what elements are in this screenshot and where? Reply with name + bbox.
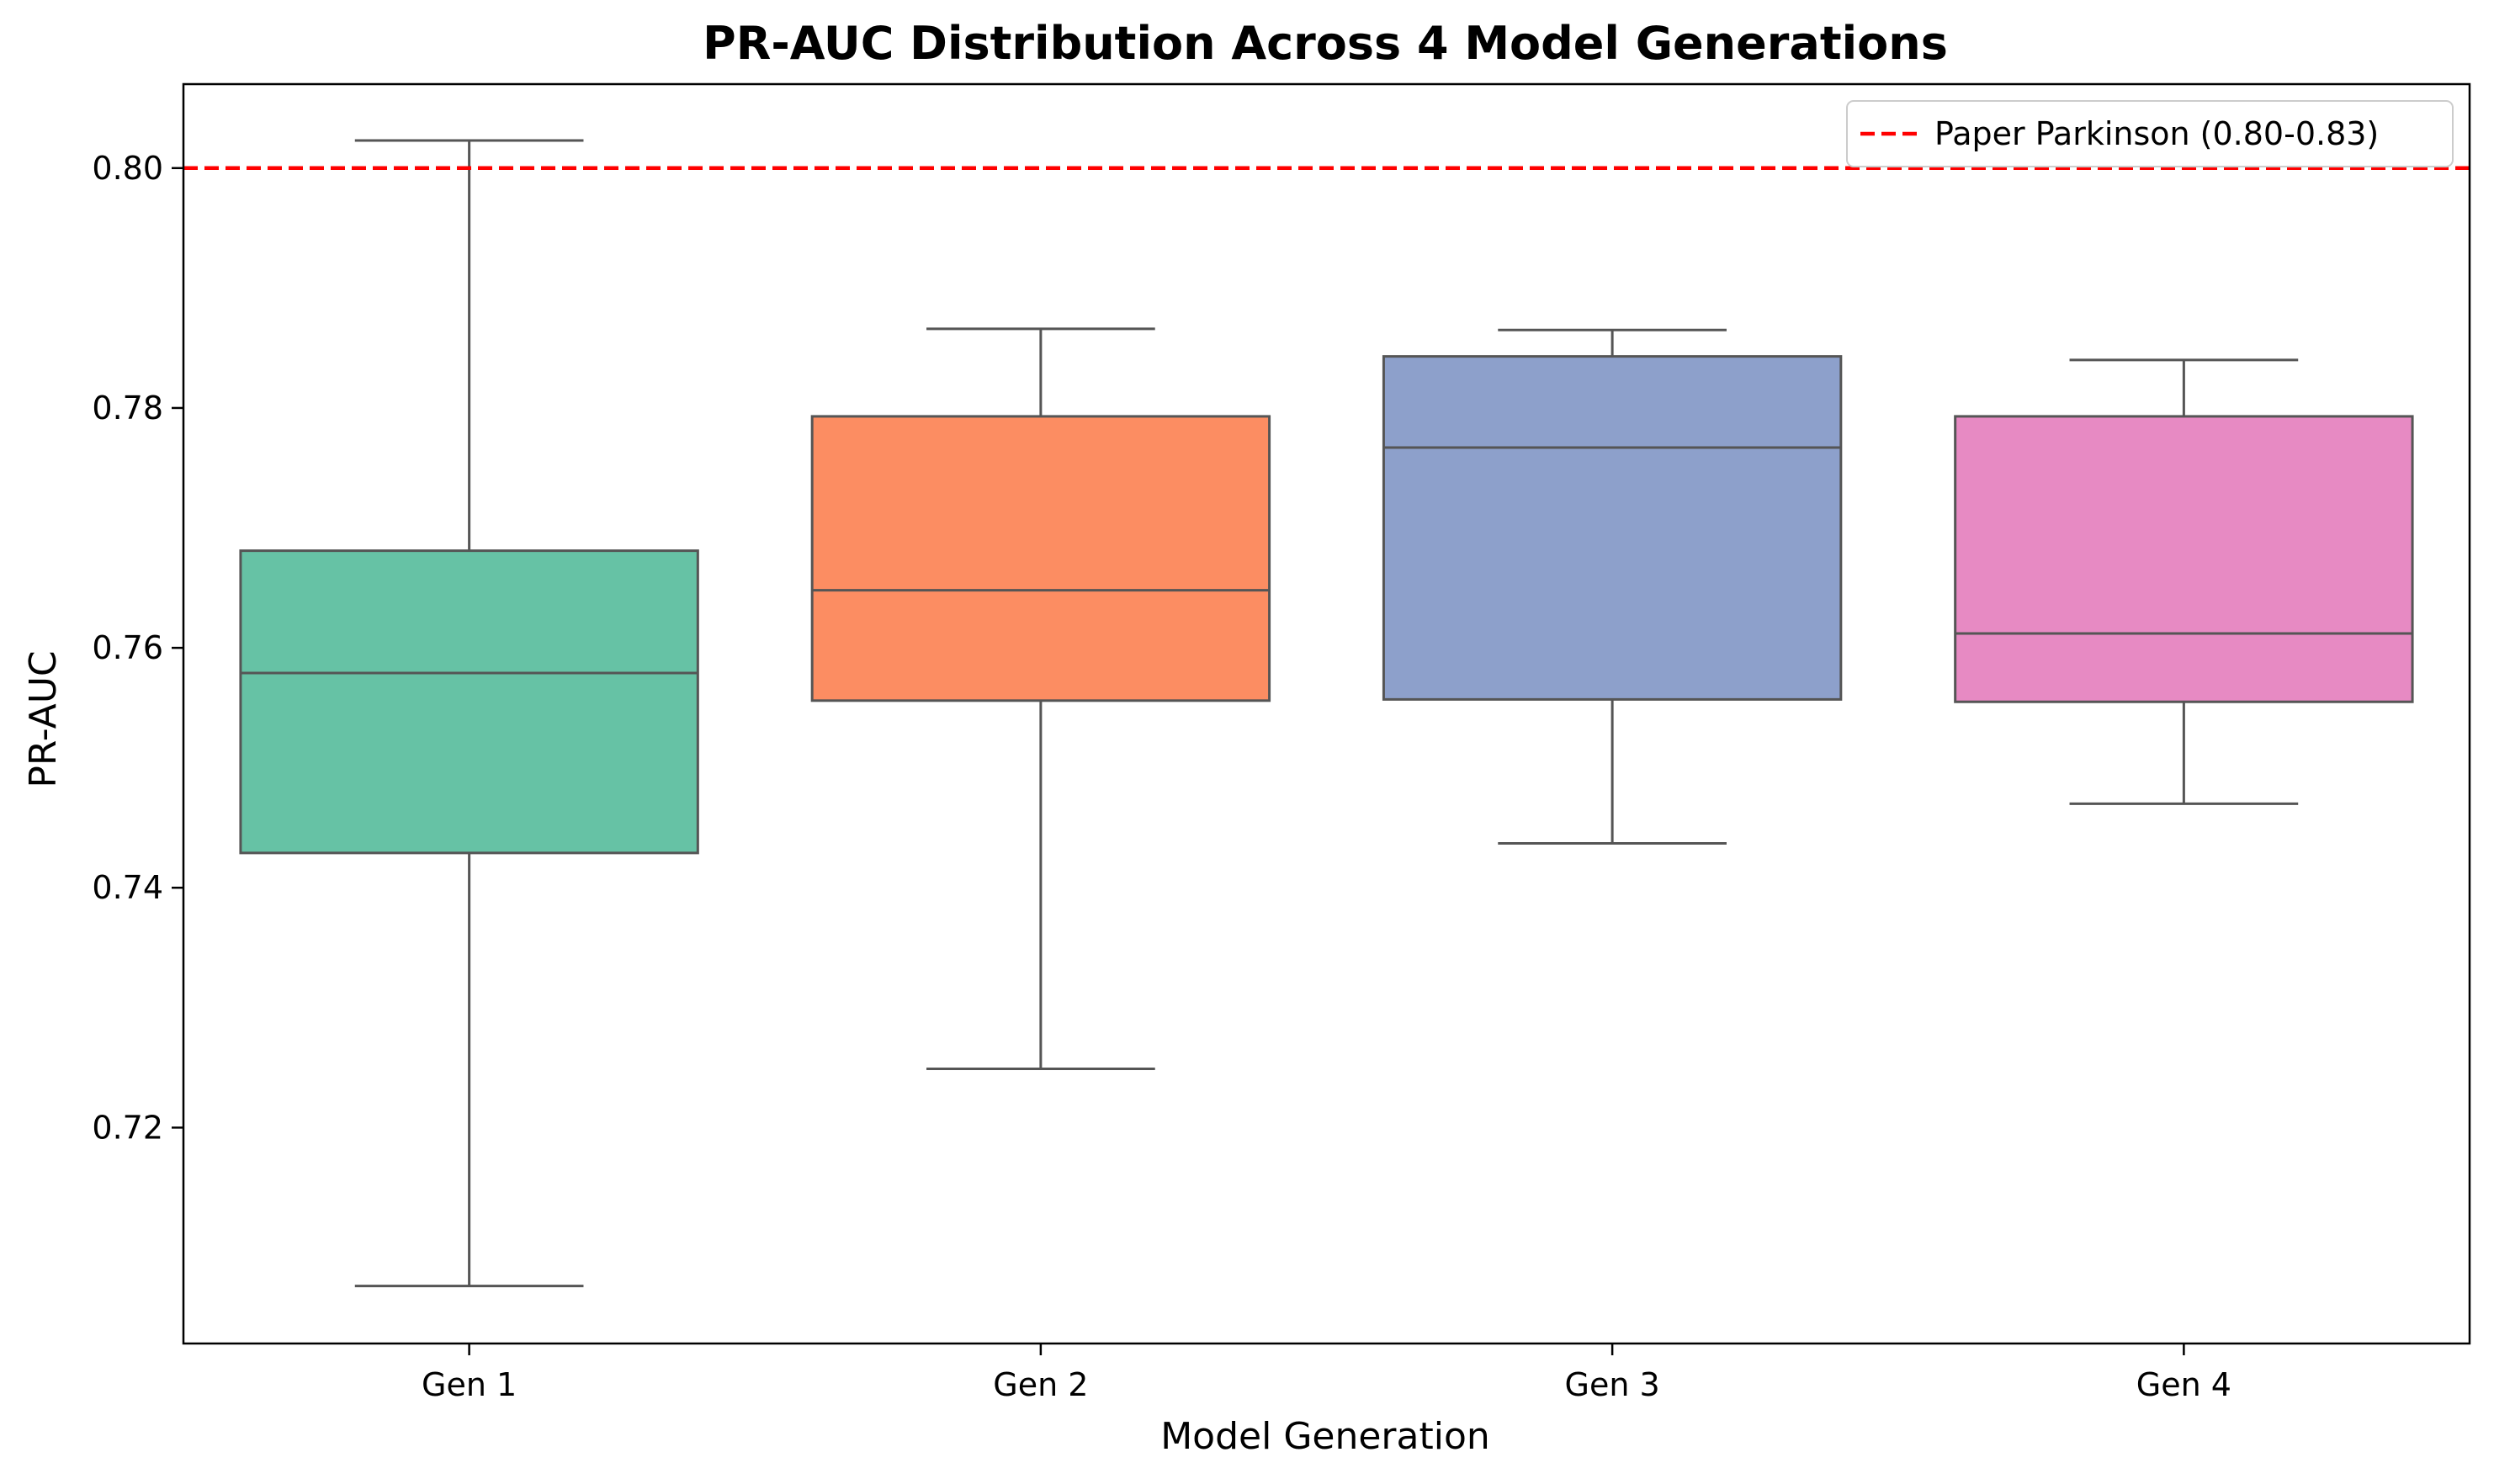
box-gen-2 bbox=[810, 327, 1271, 1071]
iqr-box bbox=[1382, 355, 1843, 701]
x-tick-label: Gen 1 bbox=[422, 1366, 517, 1403]
box-gen-3 bbox=[1382, 328, 1843, 845]
y-tick-label: 0.80 bbox=[92, 150, 163, 187]
legend-box bbox=[1846, 100, 2454, 167]
iqr-box bbox=[1954, 415, 2414, 703]
x-tick-label: Gen 4 bbox=[2136, 1366, 2231, 1403]
box-gen-4 bbox=[1954, 358, 2414, 805]
box-gen-1 bbox=[239, 139, 699, 1288]
y-axis-label: PR-AUC bbox=[22, 650, 65, 787]
iqr-box bbox=[239, 549, 699, 855]
y-tick-label: 0.72 bbox=[92, 1109, 163, 1146]
legend-entry-label: Paper Parkinson (0.80-0.83) bbox=[1934, 115, 2379, 152]
x-tick-label: Gen 2 bbox=[993, 1366, 1088, 1403]
plot-frame bbox=[182, 82, 2471, 1345]
iqr-box bbox=[810, 415, 1271, 702]
x-tick-label: Gen 3 bbox=[1565, 1366, 1660, 1403]
y-tick-label: 0.74 bbox=[92, 869, 163, 906]
y-tick-label: 0.78 bbox=[92, 390, 163, 427]
plot-area: 0.72 0.74 0.76 0.78 0.80 Gen 1 Gen 2 Gen 3 Gen 4 bbox=[92, 139, 2470, 1403]
x-axis-label: Model Generation bbox=[1160, 1415, 1490, 1458]
legend: Paper Parkinson (0.80-0.83) bbox=[1846, 100, 2454, 167]
chart-title: PR-AUC Distribution Across 4 Model Gener… bbox=[703, 17, 1948, 70]
y-tick-label: 0.76 bbox=[92, 629, 163, 666]
